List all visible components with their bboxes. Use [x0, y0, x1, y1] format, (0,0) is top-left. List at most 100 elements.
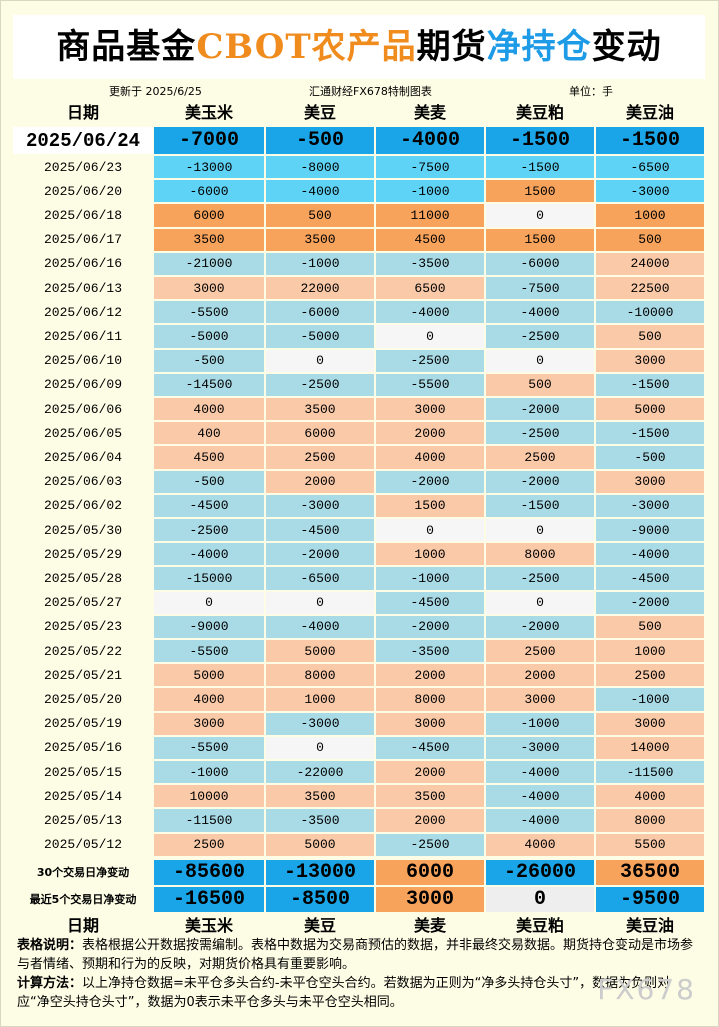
cell-value: 1000	[376, 543, 484, 566]
cell-value: 3000	[376, 712, 484, 735]
cell-value: -500	[154, 349, 264, 372]
cell-value: 2000	[376, 809, 484, 832]
updated: 更新于 2025/6/25	[109, 85, 202, 98]
cell-value: -2000	[596, 591, 704, 614]
cell-value: -3000	[266, 712, 374, 735]
cell-value: -4000	[486, 809, 594, 832]
cell-value: -4000	[596, 543, 704, 566]
cell-value: 8000	[266, 664, 374, 687]
cell-value: 6000	[266, 422, 374, 445]
cell-value: 3500	[154, 228, 264, 251]
cell-value: -1500	[596, 373, 704, 396]
note: 表格说明：表格根据公开数据按需编制。表格中数据为交易商预估的数据，并非最终交易数…	[17, 936, 701, 974]
note-text: 表格根据公开数据按需编制。表格中数据为交易商预估的数据，并非最终交易数据。期货持…	[17, 938, 694, 972]
row-date: 2025/06/18	[13, 203, 153, 228]
row-date: 2025/05/14	[13, 784, 153, 809]
summary-value: 3000	[376, 886, 484, 912]
cell-value: 0	[266, 349, 374, 372]
row-date: 2025/06/12	[13, 300, 153, 325]
cell-value: -5000	[266, 325, 374, 348]
row-date: 2025/05/13	[13, 808, 153, 833]
cell-value: -3500	[376, 252, 484, 275]
cell-value: -6000	[154, 180, 264, 203]
cell-value: -4500	[266, 519, 374, 542]
cell-value: -13000	[154, 156, 264, 179]
cell-value: -1500	[596, 422, 704, 445]
column-header: 美豆油	[625, 103, 674, 122]
cell-value: 2000	[376, 761, 484, 784]
cell-value: -5500	[154, 736, 264, 759]
cell-value: 3000	[154, 712, 264, 735]
cell-value: 8000	[596, 809, 704, 832]
cell-value: 0	[486, 349, 594, 372]
unit: 单位：手	[569, 85, 613, 98]
footer-column: 日期	[66, 915, 99, 935]
row-date: 2025/05/16	[13, 735, 153, 760]
cell-value: -4000	[486, 761, 594, 784]
row-date: 2025/06/04	[13, 445, 153, 470]
cell-value: 5000	[266, 833, 374, 856]
row-date: 2025/05/15	[13, 760, 153, 785]
row-date: 2025/06/05	[13, 421, 153, 446]
cell-value: 4500	[154, 446, 264, 469]
summary-value: -8500	[266, 886, 374, 912]
cell-value: 5000	[596, 398, 704, 421]
cell-value: 3000	[486, 688, 594, 711]
cell-value: 0	[266, 736, 374, 759]
cell-value: -14500	[154, 373, 264, 396]
row-date: 2025/06/03	[13, 469, 153, 494]
row-date: 2025/05/23	[13, 614, 153, 639]
cell-value: 10000	[154, 785, 264, 808]
cell-value: 3500	[266, 228, 374, 251]
cell-value: 3500	[266, 398, 374, 421]
row-date: 2025/05/27	[13, 590, 153, 615]
row-date: 2025/05/30	[13, 518, 153, 543]
cell-value: -500	[154, 470, 264, 493]
title-part: CBOT农产品	[196, 27, 417, 67]
row-date: 2025/06/02	[13, 493, 153, 518]
cell-value: -7500	[376, 156, 484, 179]
footer-column: 美麦	[413, 915, 446, 935]
latest-date: 2025/06/24	[13, 127, 153, 154]
source: 汇通财经FX678特制图表	[309, 85, 432, 98]
cell-value: -1000	[154, 761, 264, 784]
cell-value: 500	[486, 373, 594, 396]
summary-label: 30个交易日净变动	[36, 866, 130, 880]
cell-value: 3000	[154, 277, 264, 300]
cell-value: 3000	[376, 398, 484, 421]
cell-value: 3000	[596, 470, 704, 493]
row-date: 2025/05/20	[13, 687, 153, 712]
summary-value: -85600	[154, 859, 264, 885]
cell-value: 5000	[154, 664, 264, 687]
footer-column: 美豆油	[625, 915, 674, 935]
cell-value: -3500	[266, 809, 374, 832]
latest-value: -1500	[596, 127, 704, 154]
cell-value: 14000	[596, 736, 704, 759]
cell-value: -6000	[266, 301, 374, 324]
cell-value: 2500	[486, 640, 594, 663]
column-header: 美豆粕	[515, 103, 564, 122]
cell-value: 0	[154, 591, 264, 614]
cell-value: -2500	[266, 373, 374, 396]
note-label: 表格说明：	[17, 938, 83, 953]
cell-value: 1500	[376, 494, 484, 517]
title-part: 商品基金	[56, 27, 197, 67]
cell-value: -11500	[596, 761, 704, 784]
cell-value: -2500	[486, 422, 594, 445]
cell-value: 1500	[486, 228, 594, 251]
cell-value: 8000	[486, 543, 594, 566]
cell-value: -6500	[596, 156, 704, 179]
cell-value: 5000	[266, 640, 374, 663]
cell-value: 2000	[376, 664, 484, 687]
cell-value: 8000	[376, 688, 484, 711]
cell-value: 6500	[376, 277, 484, 300]
cell-value: -6000	[486, 252, 594, 275]
cell-value: -1500	[486, 494, 594, 517]
cell-value: 22500	[596, 277, 704, 300]
cell-value: 6000	[154, 204, 264, 227]
row-date: 2025/06/13	[13, 276, 153, 301]
row-date: 2025/05/29	[13, 542, 153, 567]
cell-value: 500	[266, 204, 374, 227]
cell-value: 0	[486, 204, 594, 227]
cell-value: 4000	[486, 833, 594, 856]
